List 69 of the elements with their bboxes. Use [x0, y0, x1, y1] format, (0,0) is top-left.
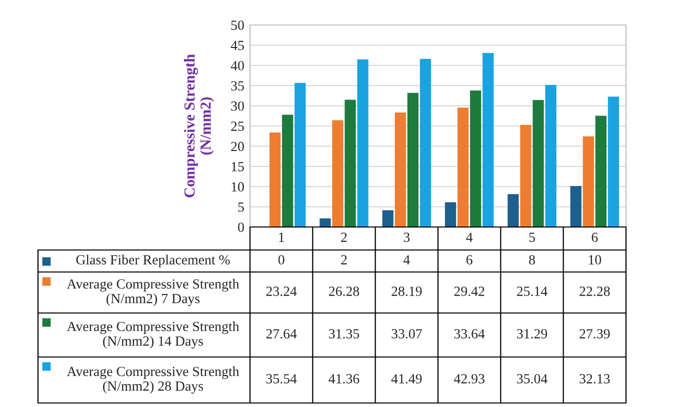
data-label: 0 — [278, 255, 284, 264]
y-tick-label: 50 — [231, 20, 244, 30]
bar — [420, 58, 432, 227]
bar — [595, 116, 606, 227]
data-label: 42.93 — [454, 374, 484, 384]
bar — [294, 82, 306, 227]
bar — [470, 90, 482, 227]
bar — [570, 186, 582, 227]
data-label: 29.42 — [454, 286, 484, 296]
bar — [608, 96, 620, 227]
x-tick-label: 6 — [592, 232, 598, 242]
data-label: 35.04 — [517, 374, 548, 384]
legend-label: Average Compressive Strength (N/mm2) 14 Days — [66, 321, 240, 349]
y-tick-label: 10 — [232, 182, 244, 192]
data-label: 2 — [341, 255, 347, 264]
bar — [545, 84, 556, 227]
bar — [282, 114, 294, 227]
data-label: 8 — [529, 255, 535, 264]
x-tick-label: 3 — [404, 232, 410, 242]
y-tick-label: 20 — [231, 142, 244, 152]
y-tick-label: 15 — [232, 162, 244, 172]
data-label: 22.28 — [580, 286, 610, 296]
x-tick-label: 5 — [529, 232, 535, 242]
legend-label: Glass Fiber Replacement % — [76, 254, 230, 268]
data-label: 41.49 — [391, 374, 422, 384]
bar — [394, 112, 406, 227]
data-label: 41.36 — [328, 374, 360, 384]
data-label: 27.39 — [580, 329, 610, 339]
y-axis-title: Compressive Strength (N/mm2) — [184, 54, 214, 198]
x-tick-label: 1 — [279, 232, 284, 242]
bar — [458, 108, 469, 227]
bar — [382, 210, 394, 227]
data-label: 23.24 — [266, 286, 297, 296]
data-label: 26.28 — [328, 286, 360, 296]
data-label: 27.64 — [266, 329, 297, 339]
legend-label: Average Compressive Strength (N/mm2) 28 Days — [66, 366, 240, 394]
bar — [444, 202, 456, 227]
y-tick-label: 35 — [231, 81, 244, 91]
y-tick-label: 25 — [231, 122, 244, 131]
data-label: 33.64 — [454, 329, 485, 339]
data-label: 6 — [466, 255, 472, 264]
y-tick-label: 0 — [238, 222, 244, 232]
bar — [482, 53, 494, 227]
data-label: 28.19 — [392, 286, 422, 296]
bar — [508, 194, 519, 227]
bar — [582, 136, 594, 227]
bar — [332, 120, 344, 227]
bar — [407, 92, 418, 227]
bar — [532, 100, 544, 227]
y-tick-label: 45 — [230, 40, 244, 50]
data-label: 32.13 — [580, 374, 610, 384]
legend-label: Average Compressive Strength (N/mm2) 7 Days — [66, 278, 240, 306]
bar — [357, 59, 368, 227]
data-label: 10 — [588, 255, 602, 264]
data-label: 25.14 — [516, 286, 548, 296]
data-label: 31.29 — [517, 329, 548, 339]
x-tick-label: 2 — [341, 232, 347, 242]
data-label: 33.07 — [392, 329, 422, 339]
y-tick-label: 5 — [238, 202, 244, 212]
data-label: 4 — [403, 255, 410, 264]
bar — [270, 132, 281, 227]
data-label: 31.35 — [329, 329, 360, 339]
bar — [320, 218, 331, 227]
data-label: 35.54 — [266, 374, 297, 384]
bar — [344, 100, 356, 227]
bar — [520, 124, 532, 227]
x-tick-label: 4 — [466, 232, 473, 242]
y-tick-label: 40 — [230, 60, 244, 70]
y-tick-label: 30 — [231, 101, 244, 111]
